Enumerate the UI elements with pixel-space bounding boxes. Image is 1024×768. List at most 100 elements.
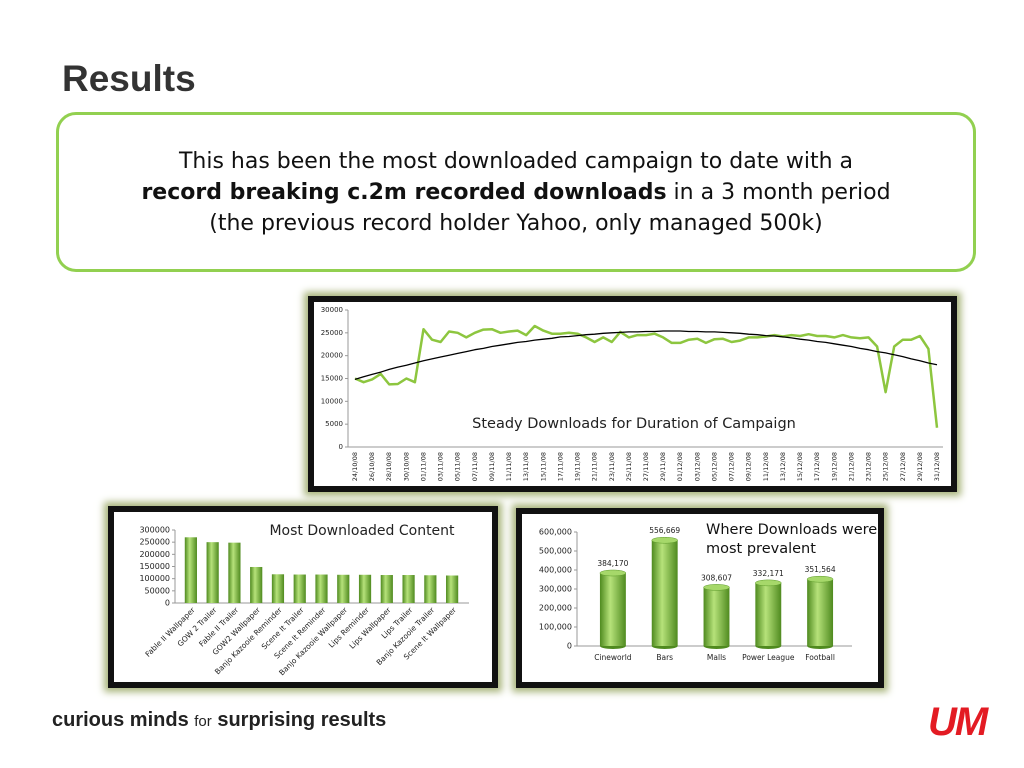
trend-line — [354, 330, 938, 381]
x-tick-label: 21/11/08 — [591, 452, 599, 481]
x-tick-label: 26/10/08 — [368, 452, 376, 481]
x-tick-label: 17/12/08 — [813, 452, 821, 481]
logo: UM — [928, 700, 988, 744]
x-tick-label: 30/10/08 — [402, 452, 410, 481]
callout-line: (the previous record holder Yahoo, only … — [209, 211, 823, 236]
x-tick-label: Power League — [742, 653, 795, 662]
x-tick-label: 17/11/08 — [556, 452, 564, 481]
bar — [337, 574, 350, 603]
y-tick-label: 5000 — [325, 420, 343, 428]
value-label: 351,564 — [805, 565, 836, 574]
bar — [380, 575, 393, 603]
chart-frame — [308, 296, 957, 492]
x-tick-label: 31/12/08 — [933, 452, 941, 481]
bar-top — [703, 584, 730, 591]
y-tick-label: 500,000 — [539, 547, 572, 556]
bar — [315, 574, 328, 603]
value-label: 332,171 — [753, 569, 784, 578]
y-tick-label: 20000 — [321, 352, 343, 360]
bar — [184, 537, 197, 603]
bar — [446, 575, 459, 603]
y-tick-label: 15000 — [321, 375, 343, 383]
x-tick-label: 11/12/08 — [762, 452, 770, 481]
value-label: 308,607 — [701, 573, 732, 582]
bar-top — [806, 575, 834, 583]
callout-box — [56, 112, 976, 272]
y-tick-label: 0 — [339, 443, 343, 451]
y-tick-label: 150000 — [139, 562, 170, 571]
callout-bold: record breaking c.2m recorded downloads — [141, 180, 667, 205]
bar — [358, 574, 372, 603]
y-tick-label: 30000 — [321, 306, 343, 314]
x-tick-label: 01/11/08 — [419, 452, 427, 481]
y-tick-label: 250000 — [139, 538, 170, 547]
y-tick-label: 300000 — [139, 526, 170, 535]
annotation: Steady Downloads for Duration of Campaig… — [472, 416, 796, 432]
x-tick-label: 28/10/08 — [385, 452, 393, 481]
y-tick-label: 100000 — [139, 574, 170, 583]
x-tick-label: 19/12/08 — [830, 452, 838, 481]
y-tick-label: 600,000 — [539, 528, 572, 537]
bar — [250, 566, 263, 603]
x-tick-label: 29/12/08 — [916, 452, 924, 481]
bar — [271, 574, 285, 603]
value-label: 556,669 — [649, 526, 680, 535]
footer: curious minds for surprising results — [52, 709, 386, 732]
bar — [651, 540, 678, 646]
y-tick-label: 50000 — [145, 586, 170, 595]
x-tick-label: 24/10/08 — [351, 452, 359, 481]
bar-top — [755, 579, 782, 587]
y-tick-label: 300,000 — [539, 585, 572, 594]
x-tick-label: 27/12/08 — [899, 452, 907, 481]
bar — [599, 573, 626, 646]
value-label: 384,170 — [597, 559, 628, 568]
chart-title: Where Downloads were most prevalent — [706, 522, 878, 557]
x-tick-label: 03/12/08 — [693, 452, 701, 481]
x-tick-label: 07/12/08 — [728, 452, 736, 481]
x-tick-label: 25/11/08 — [625, 452, 633, 481]
x-tick-label: 23/12/08 — [865, 452, 873, 481]
data-line — [354, 324, 939, 428]
bar — [293, 574, 306, 603]
bar — [424, 575, 437, 603]
bar — [206, 542, 219, 603]
y-tick-label: 400,000 — [539, 566, 572, 575]
x-tick-label: 05/12/08 — [710, 452, 718, 481]
y-tick-label: 200000 — [139, 550, 170, 559]
x-tick-label: 09/12/08 — [745, 452, 753, 481]
callout-text: This has been the most downloaded campai… — [56, 146, 976, 239]
footer-text: curious minds — [52, 709, 189, 731]
x-tick-label: 07/11/08 — [471, 452, 479, 481]
y-tick-label: 0 — [165, 599, 170, 608]
y-tick-label: 200,000 — [539, 604, 572, 613]
x-tick-label: 25/12/08 — [882, 452, 890, 481]
callout-line: This has been the most downloaded campai… — [178, 149, 854, 174]
x-tick-label: 15/11/08 — [539, 452, 547, 481]
chart-title: Most Downloaded Content — [269, 523, 455, 539]
bar — [755, 582, 782, 646]
x-tick-label: 23/11/08 — [608, 452, 616, 481]
x-tick-label: 15/12/08 — [796, 452, 804, 481]
x-tick-label: Malls — [707, 653, 726, 662]
x-tick-label: 29/11/08 — [659, 452, 667, 481]
x-tick-label: 27/11/08 — [642, 452, 650, 481]
x-tick-label: 13/11/08 — [522, 452, 530, 481]
footer-text: for — [194, 713, 212, 730]
footer-text: surprising results — [217, 709, 387, 731]
bar-top — [599, 569, 627, 577]
y-tick-label: 100,000 — [539, 623, 572, 632]
x-tick-label: 11/11/08 — [505, 452, 513, 481]
x-tick-label: 19/11/08 — [574, 452, 582, 481]
x-tick-label: 01/12/08 — [676, 452, 684, 481]
x-tick-label: 09/11/08 — [488, 452, 496, 481]
bar-top — [651, 536, 678, 544]
x-tick-label: 03/11/08 — [437, 452, 445, 481]
bar — [402, 575, 415, 603]
x-tick-label: Football — [805, 653, 835, 662]
y-tick-label: 0 — [567, 642, 572, 651]
y-tick-label: 25000 — [321, 329, 343, 337]
bar — [703, 587, 730, 646]
x-tick-label: 13/12/08 — [779, 452, 787, 481]
